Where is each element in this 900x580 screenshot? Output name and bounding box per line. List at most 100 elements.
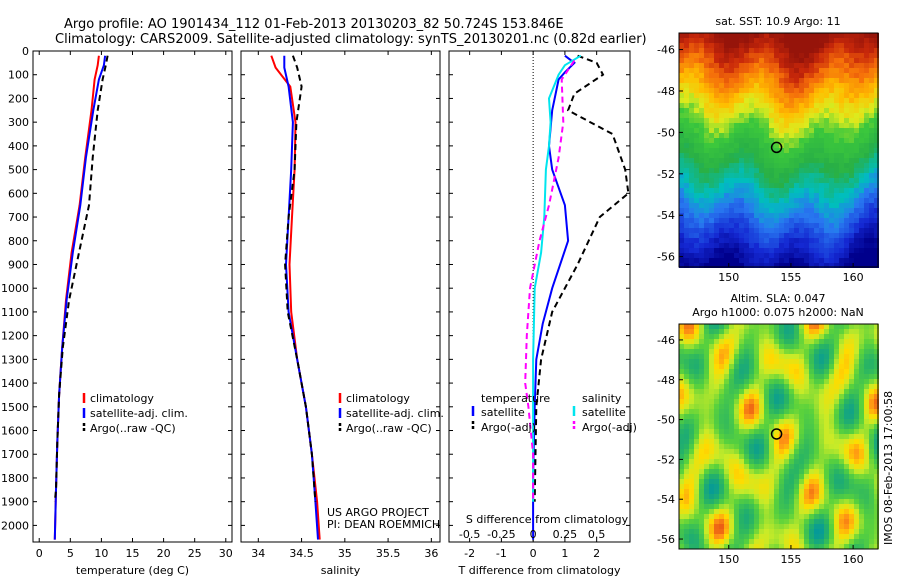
sst-map-lon-label: 155 xyxy=(780,271,801,284)
salinity-xtick-label: 34 xyxy=(251,547,265,560)
sla-map-frame xyxy=(678,323,879,550)
temperature-xtick-label: 30 xyxy=(219,547,233,560)
s-axis-label: S difference from climatology xyxy=(466,513,629,526)
temperature-xtick-label: 20 xyxy=(157,547,171,560)
sst-map-lat-label: -50 xyxy=(657,126,675,139)
legend-entry: Argo(..raw -QC) xyxy=(90,422,176,435)
difference-axes-box xyxy=(448,50,631,543)
temperature-axes-box xyxy=(32,50,233,543)
depth-tick-label: 1500 xyxy=(1,401,29,414)
depth-tick-label: 1000 xyxy=(1,282,29,295)
depth-tick-label: 800 xyxy=(8,235,29,248)
depth-tick-label: 900 xyxy=(8,258,29,271)
sst-map-lon-label: 160 xyxy=(843,271,864,284)
legend-entry: Argo(-adj) xyxy=(582,421,637,434)
depth-tick-label: 1400 xyxy=(1,377,29,390)
temperature-xtick-label: 0 xyxy=(36,547,43,560)
temperature-xtick-label: 25 xyxy=(188,547,202,560)
s-tick-label: -0.5 xyxy=(459,528,480,541)
sla-map-lat-label: -50 xyxy=(657,414,675,427)
sla-map-subtitle: Argo h1000: 0.075 h2000: NaN xyxy=(692,306,864,319)
depth-tick-label: 2000 xyxy=(1,519,29,532)
depth-tick-label: 100 xyxy=(8,69,29,82)
depth-tick-label: 300 xyxy=(8,116,29,129)
project-annotation: PI: DEAN ROEMMICH xyxy=(327,518,440,531)
sst-map-lat-label: -54 xyxy=(657,209,675,222)
depth-tick-label: 1100 xyxy=(1,306,29,319)
sla-map-lat-label: -46 xyxy=(657,334,675,347)
salinity-axes-box xyxy=(240,50,441,543)
sla-map-panel: -46 -48 -50 -52 -54 -56 150 155 160 Altim. SLA: 0… xyxy=(657,292,879,566)
difference-xtick-label: -2 xyxy=(464,547,475,560)
depth-tick-label: 1200 xyxy=(1,330,29,343)
salinity-panel: 34 34.5 35 35.5 36 salinity climatology satelli… xyxy=(240,50,444,577)
sla-map-field xyxy=(679,324,879,549)
legend-entry: satellite-adj. clim. xyxy=(346,407,444,420)
salinity-xlabel: salinity xyxy=(321,564,361,577)
sst-map-title: sat. SST: 10.9 Argo: 11 xyxy=(715,15,840,28)
sst-map-lon-label: 150 xyxy=(718,271,739,284)
temperature-xlabel: temperature (deg C) xyxy=(76,564,189,577)
depth-tick-label: 500 xyxy=(8,164,29,177)
difference-xtick-label: 1 xyxy=(561,547,568,560)
temperature-xtick-label: 5 xyxy=(67,547,74,560)
sla-map-lat-label: -48 xyxy=(657,374,675,387)
sst-map-field xyxy=(679,33,879,268)
series-line-temperature-satellite xyxy=(532,54,576,540)
sst-map-lat-label: -46 xyxy=(657,44,675,57)
temperature-xtick-label: 10 xyxy=(94,547,108,560)
depth-tick-label: 400 xyxy=(8,140,29,153)
project-annotation: US ARGO PROJECT xyxy=(327,506,429,519)
legend-entry: satellite xyxy=(582,406,626,419)
sla-map-lat-label: -52 xyxy=(657,453,675,466)
argo-position-marker xyxy=(770,428,783,440)
salinity-xtick-label: 35.5 xyxy=(376,547,401,560)
salinity-xtick-label: 36 xyxy=(424,547,438,560)
figure-title-line1: Argo profile: AO 1901434_112 01-Feb-2013… xyxy=(64,17,564,32)
legend-title-salinity: salinity xyxy=(582,392,622,405)
salinity-xtick-label: 35 xyxy=(338,547,352,560)
s-tick-label: 0.5 xyxy=(588,528,606,541)
sla-map-lon-label: 150 xyxy=(718,553,739,566)
sla-map-lat-label: -56 xyxy=(657,533,675,546)
s-tick-label: 0.25 xyxy=(553,528,578,541)
depth-tick-label: 1900 xyxy=(1,496,29,509)
sst-map-frame xyxy=(678,32,879,268)
salinity-xtick-label: 34.5 xyxy=(289,547,314,560)
series-line-salinity-argo-adj- xyxy=(524,59,576,502)
legend-entry: Argo(..raw -QC) xyxy=(346,422,432,435)
s-tick-label: -0.25 xyxy=(487,528,515,541)
difference-xlabel: T difference from climatology xyxy=(458,564,621,577)
sla-map-lon-label: 155 xyxy=(780,553,801,566)
sla-map-title: Altim. SLA: 0.047 xyxy=(730,292,825,305)
depth-tick-label: 1800 xyxy=(1,472,29,485)
series-line-temperature-argo-adj- xyxy=(533,54,630,502)
series-line-argo-raw-qc- xyxy=(53,55,109,502)
sla-map-lat-label: -54 xyxy=(657,493,675,506)
argo-position-marker xyxy=(770,141,783,154)
legend-title-temperature: temperature xyxy=(481,392,550,405)
depth-tick-label: 1700 xyxy=(1,448,29,461)
depth-tick-label: 600 xyxy=(8,187,29,200)
series-line-argo-raw-qc- xyxy=(284,55,317,502)
difference-xtick-label: 2 xyxy=(593,547,600,560)
depth-tick-label: 0 xyxy=(22,45,29,58)
series-line-salinity-satellite xyxy=(532,54,582,502)
sst-map-lat-label: -48 xyxy=(657,85,675,98)
s-tick-label: 0 xyxy=(530,528,537,541)
sla-map-lon-label: 160 xyxy=(843,553,864,566)
sst-map-panel: -46 -48 -50 -52 -54 -56 150 155 160 sat. SST: 10.… xyxy=(657,15,879,284)
difference-xtick-label: 0 xyxy=(530,547,537,560)
legend-entry: climatology xyxy=(90,392,154,405)
legend-entry: satellite xyxy=(481,406,525,419)
depth-tick-label: 1600 xyxy=(1,425,29,438)
depth-tick-label: 1300 xyxy=(1,353,29,366)
legend-entry: satellite-adj. clim. xyxy=(90,407,188,420)
difference-panel: -2 -1 0 1 2 T difference from climatology temp… xyxy=(448,50,637,577)
difference-xtick-label: -1 xyxy=(496,547,507,560)
temperature-xtick-label: 15 xyxy=(126,547,140,560)
temperature-panel: 0100200300400500600700800900100011001200… xyxy=(1,45,233,577)
depth-tick-label: 200 xyxy=(8,92,29,105)
footer-timestamp: IMOS 08-Feb-2013 17:00:58 xyxy=(882,391,895,545)
